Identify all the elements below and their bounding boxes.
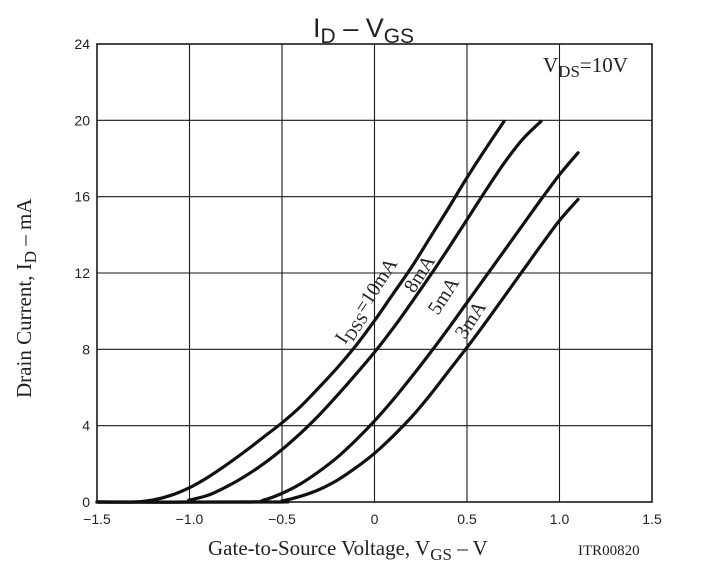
x-axis-label: Gate-to-Source Voltage, VGS – V [208, 536, 488, 564]
y-tick-label: 8 [82, 341, 90, 357]
y-tick-label: 20 [74, 112, 90, 128]
grid-lines [97, 44, 652, 502]
y-tick-label: 24 [74, 36, 90, 52]
curve-series-3 [95, 197, 580, 504]
curve-label-3ma: 3mA [451, 297, 492, 343]
condition-label: VDS=10V [543, 53, 628, 81]
chart-title: ID – VGS [313, 13, 414, 48]
curve-series-1 [95, 119, 543, 504]
x-tick-label: 0.5 [457, 511, 477, 527]
curve-label-idss-10ma: IDSS=10mA [331, 254, 406, 350]
x-tick-label: 1.0 [550, 511, 570, 527]
y-tick-label: 4 [82, 418, 90, 434]
x-tick-label: −0.5 [268, 511, 296, 527]
x-tick-label: −1.0 [176, 511, 204, 527]
curve-label-5ma: 5mA [424, 273, 465, 319]
x-tick-label: 1.5 [642, 511, 662, 527]
curve-series-0 [95, 119, 506, 504]
y-tick-label: 16 [74, 189, 90, 205]
curves [95, 119, 580, 504]
y-tick-label: 0 [82, 494, 90, 510]
tick-labels: −1.5 −1.0 −0.5 0 0.5 1.0 1.5 0 4 8 12 16 20 24 [74, 36, 662, 527]
figure-id: ITR00820 [578, 543, 640, 559]
y-tick-label: 12 [74, 265, 90, 281]
plot-frame [96, 43, 653, 503]
y-axis-label: Drain Current, ID – mA [12, 198, 40, 398]
curve-series-2 [95, 151, 580, 504]
x-tick-label: 0 [371, 511, 379, 527]
x-tick-label: −1.5 [83, 511, 111, 527]
